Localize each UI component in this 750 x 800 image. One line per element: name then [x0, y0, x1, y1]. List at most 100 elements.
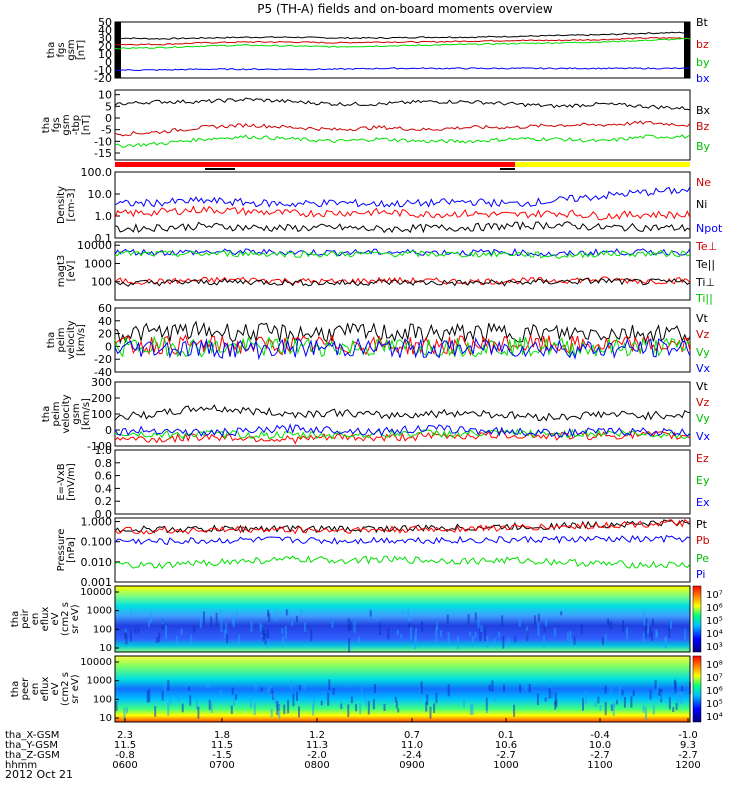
series-line-Te⊥ — [114, 276, 691, 286]
colorbar-tick-label: 10⁴ — [706, 712, 723, 723]
spectrogram-texture — [471, 704, 474, 715]
spectrogram-texture — [195, 699, 198, 710]
spectrogram-texture — [644, 625, 647, 638]
legend-entry: Ti⊥ — [695, 276, 715, 289]
spectrogram-texture — [282, 636, 284, 647]
spectrogram-texture — [675, 703, 678, 710]
spectrogram-texture — [491, 680, 494, 692]
spectrogram-texture — [528, 683, 531, 693]
spectrogram-texture — [553, 613, 556, 621]
spectrogram-texture — [413, 611, 416, 617]
spectrogram-texture — [435, 692, 438, 704]
y-tick-label: 0.1 — [95, 232, 113, 245]
y-tick-label: 1.0 — [95, 210, 113, 223]
series-line-Ti⊥ — [114, 247, 691, 257]
spectrogram-texture — [651, 631, 653, 641]
spectrogram-texture — [281, 628, 284, 634]
spectrogram-texture — [181, 703, 184, 713]
x-axis-value: -2.0 — [307, 750, 327, 761]
spectrogram-texture — [233, 697, 235, 706]
spectrogram-texture — [189, 695, 192, 706]
panel-frame — [114, 585, 691, 653]
spectrogram-texture — [652, 705, 655, 715]
y-axis-label: sr eV) — [70, 604, 81, 633]
x-axis-value: -2.7 — [678, 750, 698, 761]
spectrogram-texture — [396, 629, 399, 636]
spectrogram-texture — [238, 634, 241, 647]
spectrogram-texture — [379, 622, 382, 635]
spectrogram-texture — [485, 697, 488, 711]
spectrogram-texture — [681, 686, 684, 692]
spectrogram-texture — [471, 636, 474, 648]
edge-marker — [684, 22, 690, 78]
spectrogram-texture — [372, 698, 375, 710]
spectrogram-texture — [383, 703, 386, 711]
legend-entry: Ti|| — [695, 292, 713, 305]
spectrogram-texture — [597, 696, 600, 704]
spectrogram-texture — [630, 696, 633, 708]
spectrogram-texture — [165, 625, 167, 639]
spectrogram-texture — [425, 701, 428, 712]
y-tick-label: 0.010 — [81, 556, 113, 569]
x-axis-value: 0800 — [304, 760, 329, 771]
x-axis-value: -2.7 — [590, 750, 610, 761]
legend-entry: Pt — [696, 518, 708, 531]
spectrogram-texture — [507, 637, 510, 647]
spectrogram-texture — [255, 683, 257, 691]
spectrogram-texture — [283, 704, 286, 715]
panel-peim_vel_gsm: 300 200 100 0 -100 Vt Vz Vy Vx tha peim velocity gsm… — [41, 376, 711, 453]
spectrogram-texture — [267, 688, 270, 693]
x-axis-value: -1.5 — [212, 750, 232, 761]
y-axis-label: tha — [46, 42, 57, 58]
legend-entry: Pe — [696, 552, 709, 565]
x-axis-value: 1.8 — [214, 730, 230, 741]
spectrogram-texture — [163, 685, 166, 694]
spectrogram-texture — [645, 706, 647, 721]
y-tick-label: 40 — [98, 315, 112, 328]
spectrogram-texture — [253, 702, 256, 715]
spectrogram-texture — [467, 614, 470, 625]
y-tick-label: -5 — [101, 124, 112, 137]
spectrogram-texture — [502, 636, 505, 649]
spectrogram-texture — [134, 628, 137, 634]
spectrogram-texture — [274, 611, 277, 621]
y-tick-label: -10 — [94, 135, 112, 148]
y-tick-label: 10000 — [77, 239, 112, 252]
spectrogram-texture — [188, 686, 190, 691]
x-axis-value: 1100 — [587, 760, 612, 771]
spectrogram-texture — [219, 610, 222, 622]
y-axis-label: eV — [50, 612, 61, 625]
x-axis-value: -0.8 — [115, 750, 135, 761]
x-axis-row-label: tha_Z-GSM — [5, 750, 60, 761]
spectrogram-texture — [474, 631, 477, 638]
mode-bar-red — [115, 162, 515, 167]
mode-bar-yellow — [515, 162, 690, 167]
spectrogram-texture — [622, 620, 625, 633]
spectrogram-texture — [550, 693, 553, 699]
spectrogram-texture — [632, 690, 635, 696]
spectrogram-texture — [616, 699, 618, 705]
y-tick-label: 0.6 — [95, 470, 113, 483]
spectrogram-texture — [360, 687, 363, 693]
spectrogram-texture — [376, 614, 379, 621]
series-line-Pe — [114, 555, 691, 570]
y-axis-label: en — [30, 683, 41, 696]
spectrogram-texture — [409, 615, 412, 622]
spectrogram-texture — [235, 694, 237, 700]
x-axis-value: 0600 — [112, 760, 137, 771]
legend-entry: Ni — [696, 198, 707, 211]
y-tick-label: 0 — [105, 340, 112, 353]
y-axis-label: tha — [41, 117, 52, 133]
spectrogram-texture — [545, 617, 547, 627]
legend-entry: bz — [696, 38, 709, 51]
y-tick-label: -20 — [94, 353, 112, 366]
x-axis-value: 0.1 — [498, 730, 514, 741]
spectrogram-texture — [533, 615, 536, 625]
x-axis-value: 11.5 — [114, 740, 136, 751]
y-tick-label: 60 — [98, 302, 112, 315]
y-axis-label: eflux — [40, 677, 51, 702]
x-axis-value: 0700 — [209, 760, 234, 771]
y-axis-label: [nT] — [81, 115, 92, 135]
spectrogram-texture — [267, 609, 269, 617]
y-axis-label: velocity — [66, 320, 77, 359]
